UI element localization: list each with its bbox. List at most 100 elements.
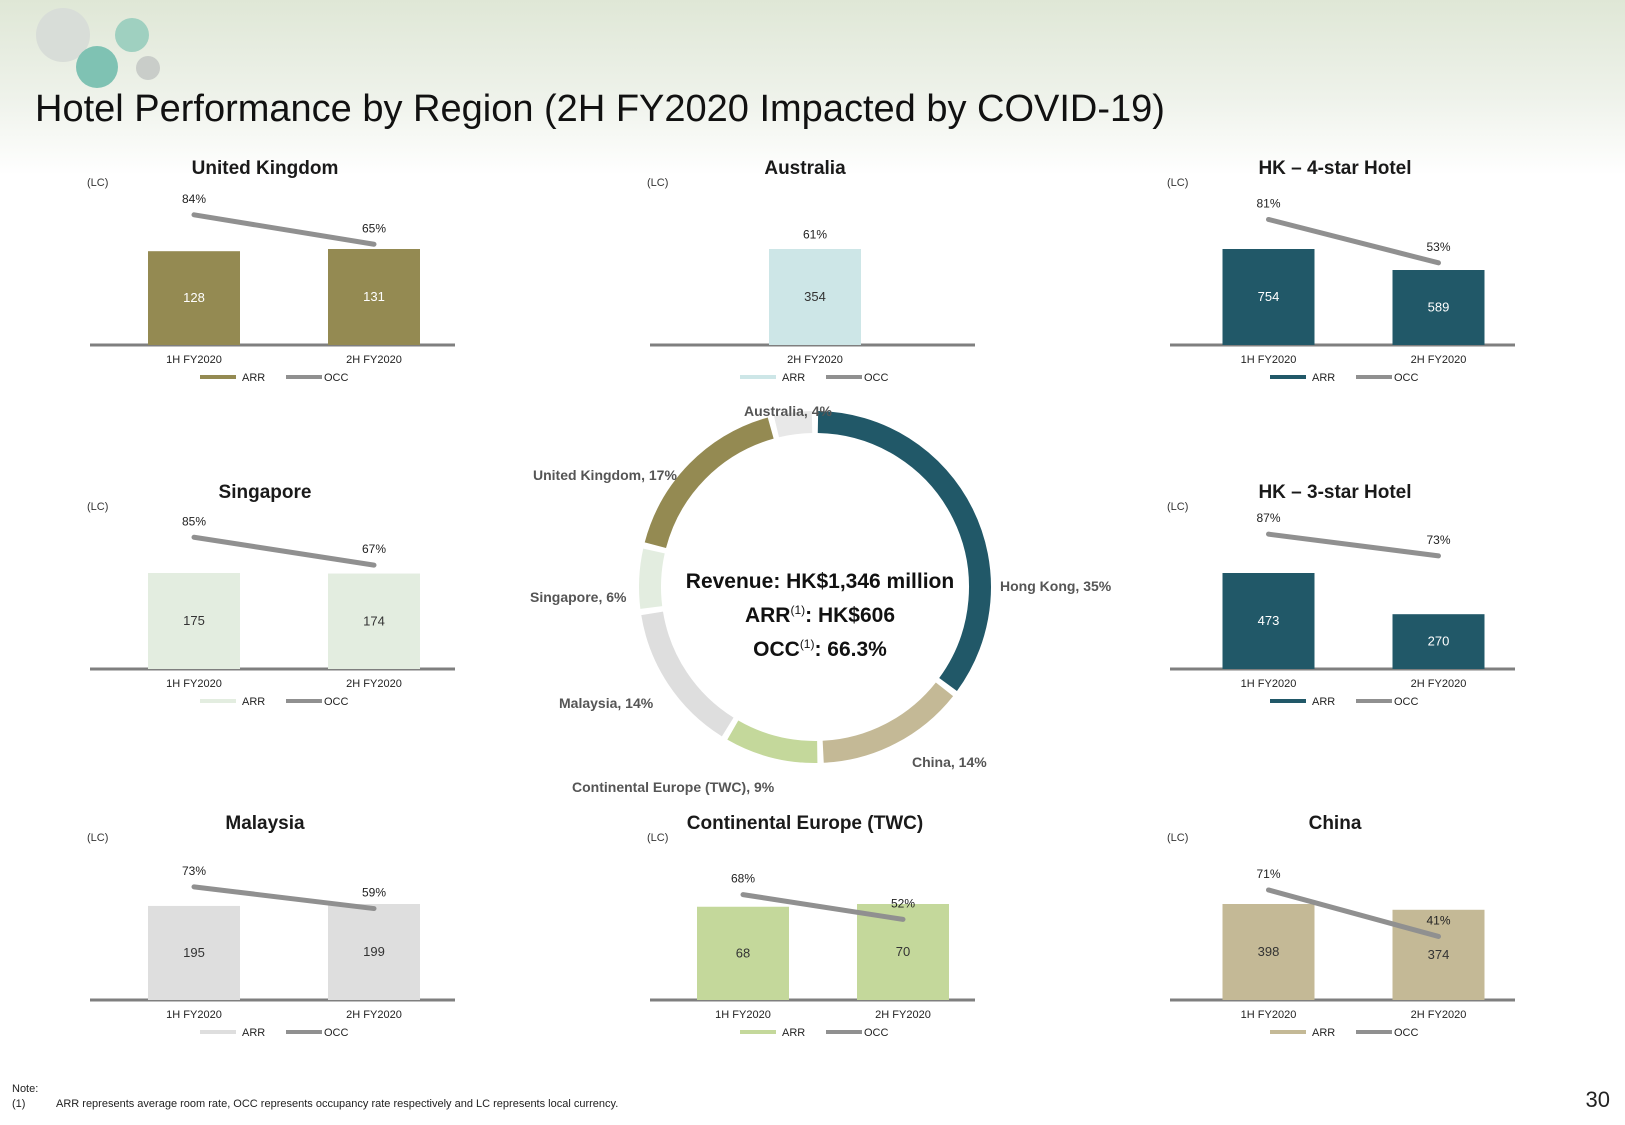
hk3-bar-label-0: 473 [1258, 613, 1280, 628]
page-number: 30 [1585, 1087, 1610, 1112]
donut-label-continental-europe: Continental Europe (TWC), 9% [572, 779, 775, 795]
uk-legend-occ: OCC [324, 372, 349, 384]
europe-bar-label-1: 70 [896, 944, 910, 959]
hk3-legend-arr: ARR [1312, 696, 1335, 708]
hk4-legend-occ: OCC [1394, 372, 1419, 384]
note-marker: (1) [12, 1098, 26, 1110]
hk4-bar-label-1: 589 [1428, 300, 1450, 315]
hk4-bar-label-0: 754 [1258, 289, 1280, 304]
australia-legend-occ: OCC [864, 372, 889, 384]
singapore-unit-label: (LC) [87, 501, 108, 513]
malaysia-bar-1 [328, 904, 420, 1000]
singapore-bar-label-1: 174 [363, 613, 385, 628]
donut-slice-united-kingdom [644, 417, 774, 549]
singapore-occ-line [191, 534, 377, 568]
hk4-legend-arr: ARR [1312, 372, 1335, 384]
donut-slice-continental-europe-twc [727, 720, 818, 763]
chart-continental-europe: (LC) Continental Europe (TWC) 68 1H FY2020 7… [645, 813, 1005, 1065]
uk-bar-label-0: 128 [183, 290, 205, 305]
hk4-svg: (LC) HK – 4-star Hotel 754 1H FY2020 589 2H F… [1167, 158, 1515, 384]
hk3-tick-1: 2H FY2020 [1411, 678, 1467, 690]
china-occ-line [1266, 887, 1441, 939]
hk4-tick-1: 2H FY2020 [1411, 354, 1467, 366]
chart-hk-4-star: (LC) HK – 4-star Hotel 754 1H FY2020 589 2H F… [1165, 158, 1545, 410]
europe-unit-label: (LC) [647, 832, 668, 844]
uk-title: United Kingdom [192, 158, 339, 179]
chart-malaysia: (LC) Malaysia 195 1H FY2020 199 2H FY2020 73% 5… [85, 813, 485, 1065]
hk3-occ-line [1266, 531, 1441, 559]
singapore-tick-1: 2H FY2020 [346, 678, 402, 690]
china-bar-0 [1222, 904, 1315, 1000]
donut-label-hong-kong: Hong Kong, 35% [1000, 578, 1112, 594]
note-heading: Note: [12, 1083, 39, 1095]
malaysia-occ-line [191, 884, 377, 912]
europe-occ-label-1: 52% [891, 896, 915, 910]
europe-title: Continental Europe (TWC) [687, 813, 923, 834]
europe-legend-occ: OCC [864, 1027, 889, 1039]
hk4-occ-label-0: 81% [1256, 196, 1280, 210]
hk4-occ-line [1266, 216, 1441, 266]
center-revenue: Revenue: HK$1,346 million [685, 570, 955, 593]
hk3-svg: (LC) HK – 3-star Hotel 473 1H FY2020 270 2H F… [1167, 482, 1515, 708]
hk3-bar-label-1: 270 [1428, 634, 1450, 649]
europe-bar-label-0: 68 [736, 945, 750, 960]
china-svg: (LC) China 398 1H FY2020 374 2H FY2020 71% 41% A… [1167, 813, 1515, 1039]
chart-singapore: (LC) Singapore 175 1H FY2020 174 2H FY2020 85%… [85, 482, 485, 734]
donut-slice-australia [773, 411, 813, 438]
singapore-bar-label-0: 175 [183, 613, 205, 628]
singapore-legend-arr: ARR [242, 696, 265, 708]
china-unit-label: (LC) [1167, 832, 1188, 844]
singapore-svg: (LC) Singapore 175 1H FY2020 174 2H FY2020 85%… [87, 482, 455, 708]
uk-occ-label-0: 84% [182, 192, 206, 206]
europe-tick-0: 1H FY2020 [715, 1009, 771, 1021]
hk4-title: HK – 4-star Hotel [1258, 158, 1411, 179]
australia-svg: (LC) Australia 354 2H FY2020 61% ARR OCC [647, 158, 975, 384]
hk3-occ-label-0: 87% [1256, 511, 1280, 525]
center-arr: ARR(1): HK$606 [744, 603, 896, 627]
australia-unit-label: (LC) [647, 177, 668, 189]
malaysia-unit-label: (LC) [87, 832, 108, 844]
chart-china: (LC) China 398 1H FY2020 374 2H FY2020 71% 41% A… [1165, 813, 1545, 1065]
hk3-legend-occ: OCC [1394, 696, 1419, 708]
australia-legend-arr: ARR [782, 372, 805, 384]
uk-bar-1 [328, 249, 420, 345]
malaysia-legend-arr: ARR [242, 1027, 265, 1039]
malaysia-title: Malaysia [225, 813, 305, 834]
malaysia-bar-0 [148, 905, 240, 1000]
singapore-occ-label-0: 85% [182, 514, 206, 528]
malaysia-legend-occ: OCC [324, 1027, 349, 1039]
uk-legend-arr: ARR [242, 372, 265, 384]
hk3-tick-0: 1H FY2020 [1241, 678, 1297, 690]
china-title: China [1309, 813, 1362, 834]
uk-occ-label-1: 65% [362, 221, 386, 235]
singapore-title: Singapore [219, 482, 312, 503]
uk-tick-0: 1H FY2020 [166, 354, 222, 366]
china-bar-label-0: 398 [1258, 944, 1280, 959]
header-banner [0, 0, 1625, 175]
china-legend-arr: ARR [1312, 1027, 1335, 1039]
australia-bar-0 [769, 249, 861, 345]
uk-bar-label-1: 131 [363, 289, 385, 304]
europe-occ-line [740, 892, 906, 922]
donut-label-singapore: Singapore, 6% [530, 589, 627, 605]
logo-circle-4 [136, 56, 160, 80]
hk4-bar-1 [1392, 270, 1485, 345]
china-bar-1 [1392, 909, 1485, 1000]
singapore-tick-0: 1H FY2020 [166, 678, 222, 690]
china-occ-label-1: 41% [1426, 913, 1450, 927]
europe-legend-arr: ARR [782, 1027, 805, 1039]
europe-bar-0 [697, 906, 789, 1000]
page-title: Hotel Performance by Region (2H FY2020 I… [35, 88, 1165, 130]
hk3-occ-label-1: 73% [1426, 533, 1450, 547]
donut-label-malaysia: Malaysia, 14% [559, 695, 654, 711]
hk3-bar-0 [1222, 573, 1315, 669]
donut-label-united-kingdom: United Kingdom, 17% [533, 467, 677, 483]
australia-bar-label-0: 354 [804, 289, 826, 304]
chart-uk: (LC) United Kingdom 128 1H FY2020 131 2H FY20… [85, 158, 485, 410]
hk4-occ-label-1: 53% [1426, 240, 1450, 254]
australia-title: Australia [764, 158, 846, 179]
europe-tick-1: 2H FY2020 [875, 1009, 931, 1021]
donut-slice-china [822, 682, 954, 763]
europe-svg: (LC) Continental Europe (TWC) 68 1H FY2020 7… [647, 813, 975, 1039]
uk-tick-1: 2H FY2020 [346, 354, 402, 366]
